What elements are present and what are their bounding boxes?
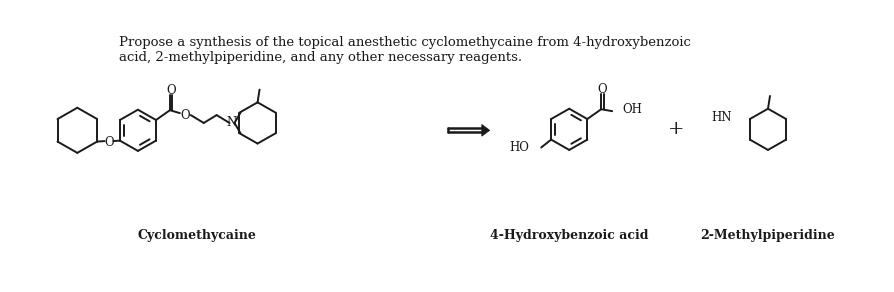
Text: HO: HO <box>510 141 529 154</box>
Polygon shape <box>482 124 490 136</box>
Text: 2-Methylpiperidine: 2-Methylpiperidine <box>701 229 835 242</box>
Text: O: O <box>166 84 176 97</box>
Text: O: O <box>597 83 607 96</box>
Text: N: N <box>226 117 237 129</box>
Text: O: O <box>105 135 114 149</box>
Text: Propose a synthesis of the topical anesthetic cyclomethycaine from 4-hydroxybenz: Propose a synthesis of the topical anest… <box>119 36 691 64</box>
Text: Cyclomethycaine: Cyclomethycaine <box>137 229 256 242</box>
Text: O: O <box>180 109 190 121</box>
Text: +: + <box>669 120 685 138</box>
Text: 4-Hydroxybenzoic acid: 4-Hydroxybenzoic acid <box>490 229 648 242</box>
Text: HN: HN <box>712 111 732 124</box>
Text: OH: OH <box>622 103 642 116</box>
